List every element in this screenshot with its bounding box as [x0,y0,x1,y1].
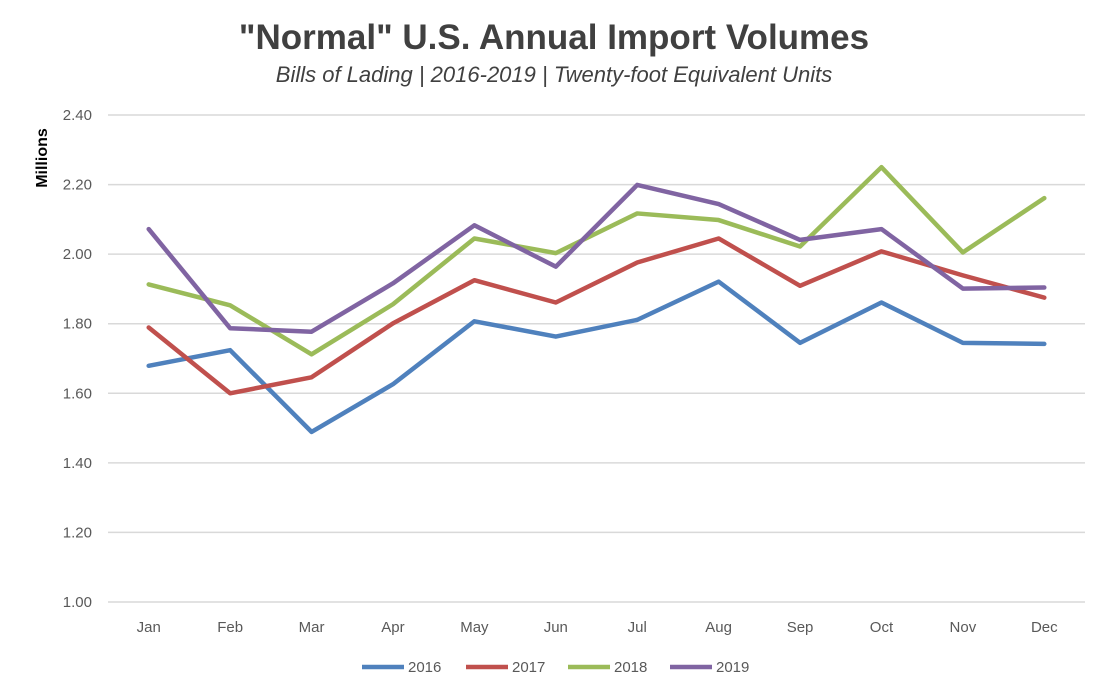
series-line-2016 [146,279,1047,435]
x-tick-label: Jan [137,619,161,636]
legend-label-2016: 2016 [408,659,441,676]
x-tick-label: Oct [870,619,894,636]
x-tick-label: Apr [381,619,404,636]
legend-label-2018: 2018 [614,659,647,676]
x-tick-label: Mar [299,619,325,636]
y-tick-label: 1.80 [63,316,92,333]
y-tick-label: 1.40 [63,455,92,472]
legend-label-2019: 2019 [716,659,749,676]
y-tick-label: 2.20 [63,177,92,194]
x-tick-label: Dec [1031,619,1058,636]
chart-subtitle: Bills of Lading | 2016-2019 | Twenty-foo… [275,62,833,87]
y-tick-label: 1.60 [63,385,92,402]
chart-title: "Normal" U.S. Annual Import Volumes [238,18,870,57]
series-line-2017 [146,236,1047,396]
x-tick-label: Jun [544,619,568,636]
x-tick-label: Feb [217,619,243,636]
x-tick-label: Nov [950,619,977,636]
y-tick-label: 1.20 [63,524,92,541]
x-tick-label: Jul [628,619,647,636]
series-line-2019 [146,182,1047,334]
legend-label-2017: 2017 [512,659,545,676]
y-axis-label: Millions [34,128,51,188]
y-tick-label: 2.00 [63,246,92,263]
x-tick-label: May [460,619,489,636]
x-tick-label: Sep [787,619,814,636]
x-tick-label: Aug [705,619,732,636]
y-tick-label: 1.00 [63,594,92,611]
y-tick-label: 2.40 [63,107,92,124]
series-line-2018 [146,164,1047,357]
